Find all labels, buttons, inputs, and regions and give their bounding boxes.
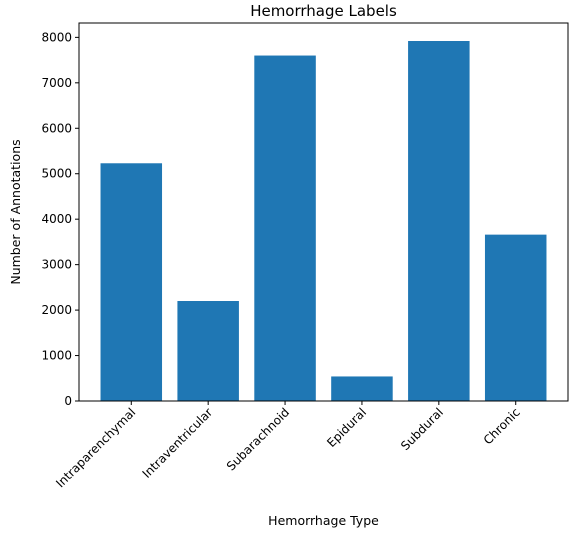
x-tick-label: Epidural	[324, 405, 369, 450]
y-tick-label: 0	[64, 394, 72, 408]
y-tick-label: 7000	[41, 76, 72, 90]
y-tick-label: 1000	[41, 349, 72, 363]
bar-subdural	[408, 41, 470, 401]
y-tick-label: 4000	[41, 212, 72, 226]
x-tick-label: Chronic	[481, 405, 523, 447]
y-tick-label: 5000	[41, 167, 72, 181]
bar-chronic	[484, 234, 547, 401]
y-axis: 0 1000 2000 3000 4000 5000 6000 7000 8000	[41, 30, 79, 408]
y-tick-label: 6000	[41, 121, 72, 135]
y-axis-label: Number of Annotations	[8, 139, 23, 284]
y-tick-label: 3000	[41, 258, 72, 272]
bar-subarachnoid	[254, 55, 316, 401]
x-tick-label: Subarachnoid	[224, 405, 292, 473]
x-tick-label: Subdural	[398, 405, 446, 453]
y-tick-label: 2000	[41, 303, 72, 317]
x-axis-label: Hemorrhage Type	[268, 513, 379, 528]
bar-intraparenchymal	[100, 163, 163, 401]
plot-frame	[78, 22, 569, 402]
x-axis: Intraparenchymal Intraventricular Subarach…	[53, 401, 523, 490]
x-tick-label: Intraventricular	[140, 405, 216, 481]
bar-intraventricular	[177, 301, 239, 401]
y-tick-label: 8000	[41, 30, 72, 44]
bars-group	[100, 41, 547, 401]
bar-epidural	[331, 376, 393, 401]
x-tick-label: Intraparenchymal	[53, 405, 138, 490]
chart-title: Hemorrhage Labels	[250, 2, 397, 20]
